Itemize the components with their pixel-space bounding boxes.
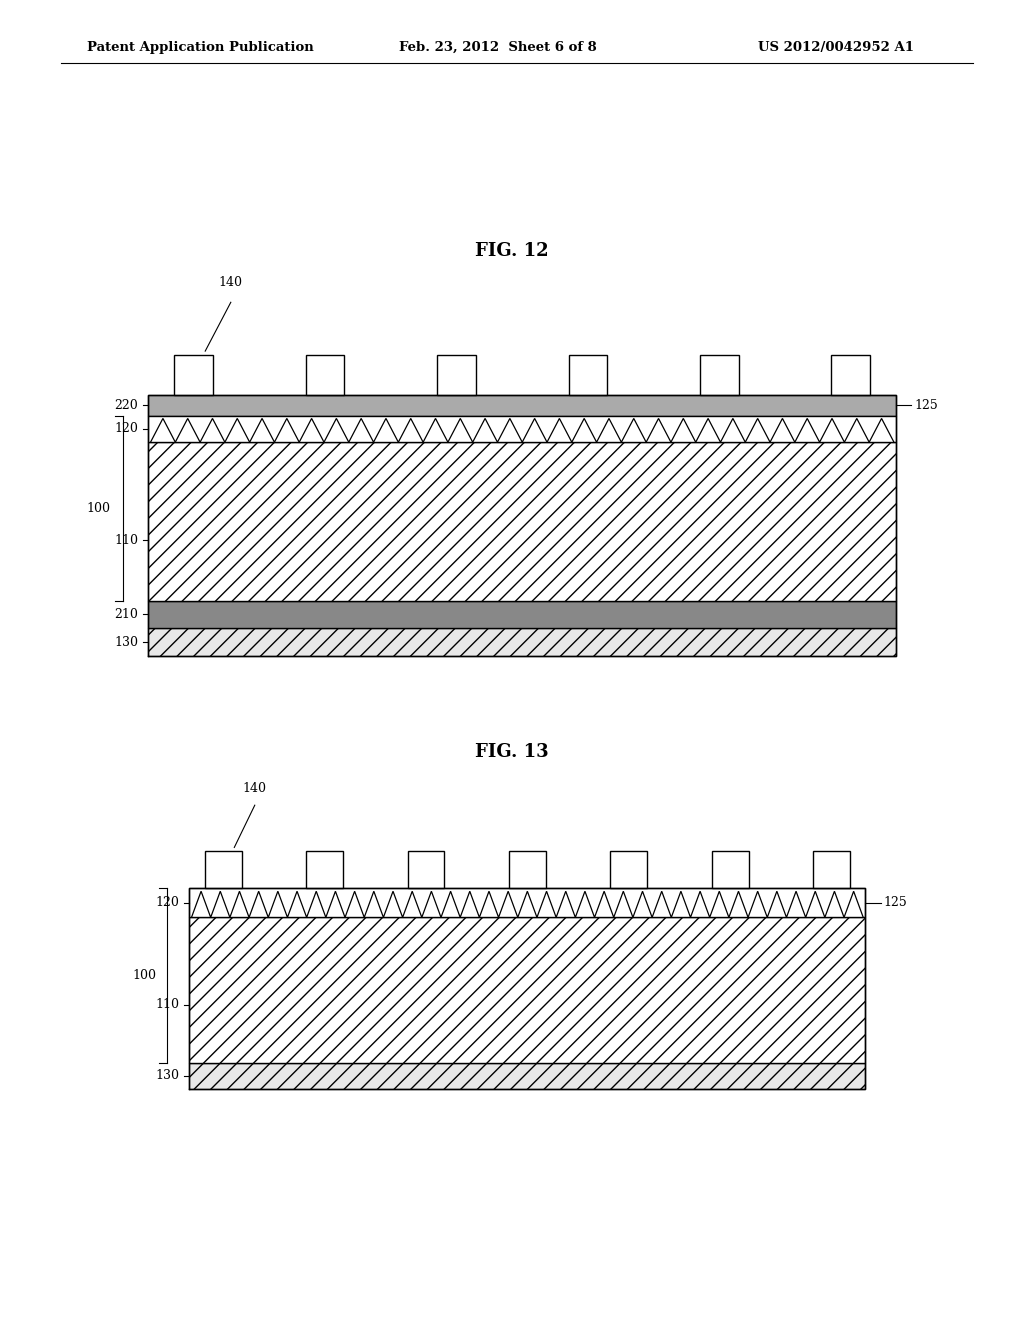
Bar [408, 851, 444, 888]
Text: Feb. 23, 2012  Sheet 6 of 8: Feb. 23, 2012 Sheet 6 of 8 [399, 41, 597, 54]
Text: US 2012/0042952 A1: US 2012/0042952 A1 [758, 41, 913, 54]
Text: 125: 125 [914, 399, 938, 412]
Text: 100: 100 [133, 969, 157, 982]
Bar [174, 355, 213, 395]
Text: 100: 100 [87, 502, 111, 515]
Text: FIG. 13: FIG. 13 [475, 743, 549, 762]
Bar [148, 628, 896, 656]
Bar [610, 851, 647, 888]
Bar [306, 851, 343, 888]
Text: 130: 130 [115, 636, 138, 648]
Bar [509, 851, 546, 888]
Bar [189, 888, 865, 917]
Bar [148, 416, 896, 442]
Bar [189, 917, 865, 1063]
Text: 120: 120 [115, 422, 138, 436]
Text: 130: 130 [156, 1069, 179, 1082]
Bar [148, 442, 896, 601]
Text: 140: 140 [219, 276, 243, 289]
Text: 110: 110 [156, 998, 179, 1011]
Bar [189, 1063, 865, 1089]
Text: FIG. 12: FIG. 12 [475, 242, 549, 260]
Bar [568, 355, 607, 395]
Bar [437, 355, 476, 395]
Text: 220: 220 [115, 399, 138, 412]
Text: 110: 110 [115, 533, 138, 546]
Text: 140: 140 [243, 781, 267, 795]
Bar [831, 355, 870, 395]
Bar [700, 355, 739, 395]
Bar [712, 851, 749, 888]
Bar [148, 601, 896, 628]
Bar [205, 851, 242, 888]
Text: Patent Application Publication: Patent Application Publication [87, 41, 313, 54]
Text: 210: 210 [115, 609, 138, 620]
Bar [148, 395, 896, 416]
Text: 125: 125 [884, 896, 907, 909]
Bar [305, 355, 344, 395]
Bar [813, 851, 850, 888]
Text: 120: 120 [156, 896, 179, 909]
